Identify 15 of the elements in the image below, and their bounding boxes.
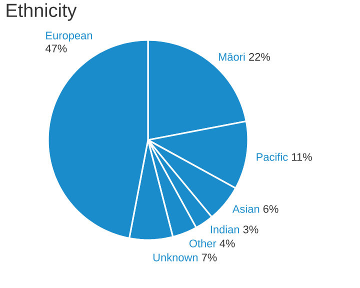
slice-label: Indian	[210, 225, 240, 234]
data-label: 3%	[243, 226, 258, 234]
data-label: 6%	[263, 205, 278, 213]
data-label: 7%	[202, 254, 217, 262]
data-label: 4%	[220, 240, 235, 248]
slice-label: Asian	[232, 204, 260, 213]
chart-title: Ethnicity	[6, 3, 77, 21]
slice-label: European	[46, 32, 92, 42]
data-label: 47%	[45, 44, 67, 52]
slice-label: Māori	[218, 52, 245, 61]
data-label: 22%	[249, 53, 270, 61]
data-label: 11%	[292, 153, 312, 161]
slice-label: Pacific	[256, 152, 288, 161]
slice-label: Unknown	[153, 253, 198, 262]
slice-label: Other	[189, 239, 216, 248]
